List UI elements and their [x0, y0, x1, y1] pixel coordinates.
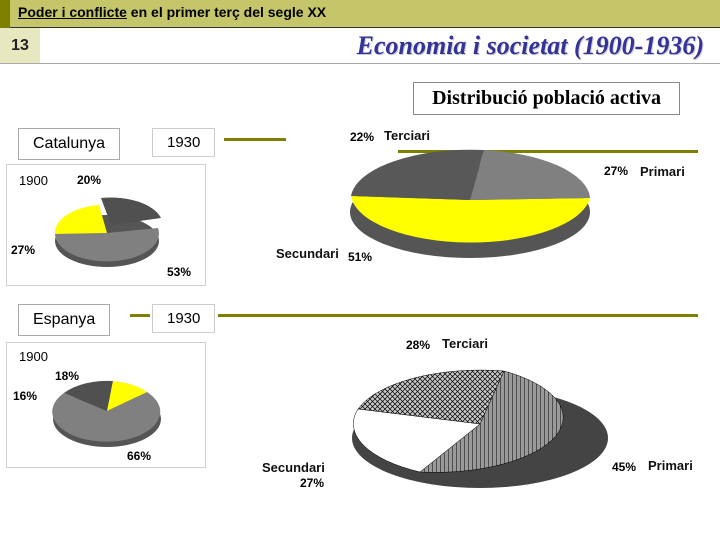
sub-bar: 13 Economia i societat (1900-1936)	[0, 28, 720, 64]
chart-espanya-1900: 1900 18% 16% 66%	[6, 342, 206, 468]
chart-catalunya-1900: 1900 20% 27% 53%	[6, 164, 206, 286]
year-catalunya-1930: 1930	[152, 128, 215, 157]
pct-esp1900-16: 16%	[13, 389, 37, 403]
pct-cat1900-53: 53%	[167, 265, 191, 279]
seclbl-secundari-2: Secundari	[262, 460, 325, 475]
seclbl-primari-2: Primari	[648, 458, 693, 473]
pct-esp1900-66: 66%	[127, 449, 151, 463]
year-esp-1900: 1900	[19, 349, 48, 364]
main-title: Economia i societat (1900-1936)	[357, 31, 704, 61]
pct-cat1900-27: 27%	[11, 243, 35, 257]
year-espanya-1930: 1930	[152, 304, 215, 333]
rule-3	[130, 314, 150, 317]
pct-esp1930-27: 27%	[300, 476, 324, 490]
pct-esp1930-28: 28%	[406, 338, 430, 352]
topic-underlined: Poder i conflicte	[18, 4, 127, 20]
seclbl-secundari-1: Secundari	[276, 246, 339, 261]
topic-rest: en el primer terç del segle XX	[127, 4, 326, 20]
seclbl-primari-1: Primari	[640, 164, 685, 179]
pie-esp-1930-svg	[300, 332, 660, 512]
pct-cat1930-22: 22%	[350, 130, 374, 144]
rule-4	[218, 314, 698, 317]
label-espanya: Espanya	[18, 304, 110, 336]
slide-topic: Poder i conflicte en el primer terç del …	[10, 0, 720, 28]
rule-1	[224, 138, 286, 141]
pct-cat1930-51: 51%	[348, 250, 372, 264]
year-cat-1900: 1900	[19, 173, 48, 188]
seclbl-terciari-2: Terciari	[442, 336, 488, 351]
pct-cat1930-27: 27%	[604, 164, 628, 178]
subbar-right: Economia i societat (1900-1936)	[40, 28, 720, 63]
pct-esp1900-18: 18%	[55, 369, 79, 383]
section-title: Distribució població activa	[413, 82, 680, 115]
pct-esp1930-45: 45%	[612, 460, 636, 474]
content-area: Distribució població activa Catalunya 19…	[0, 64, 720, 540]
label-catalunya: Catalunya	[18, 128, 120, 160]
pct-cat1900-20: 20%	[77, 173, 101, 187]
slide-number: 13	[0, 28, 40, 63]
top-accent	[0, 0, 10, 28]
top-bar: Poder i conflicte en el primer terç del …	[0, 0, 720, 28]
seclbl-terciari-1: Terciari	[384, 128, 430, 143]
